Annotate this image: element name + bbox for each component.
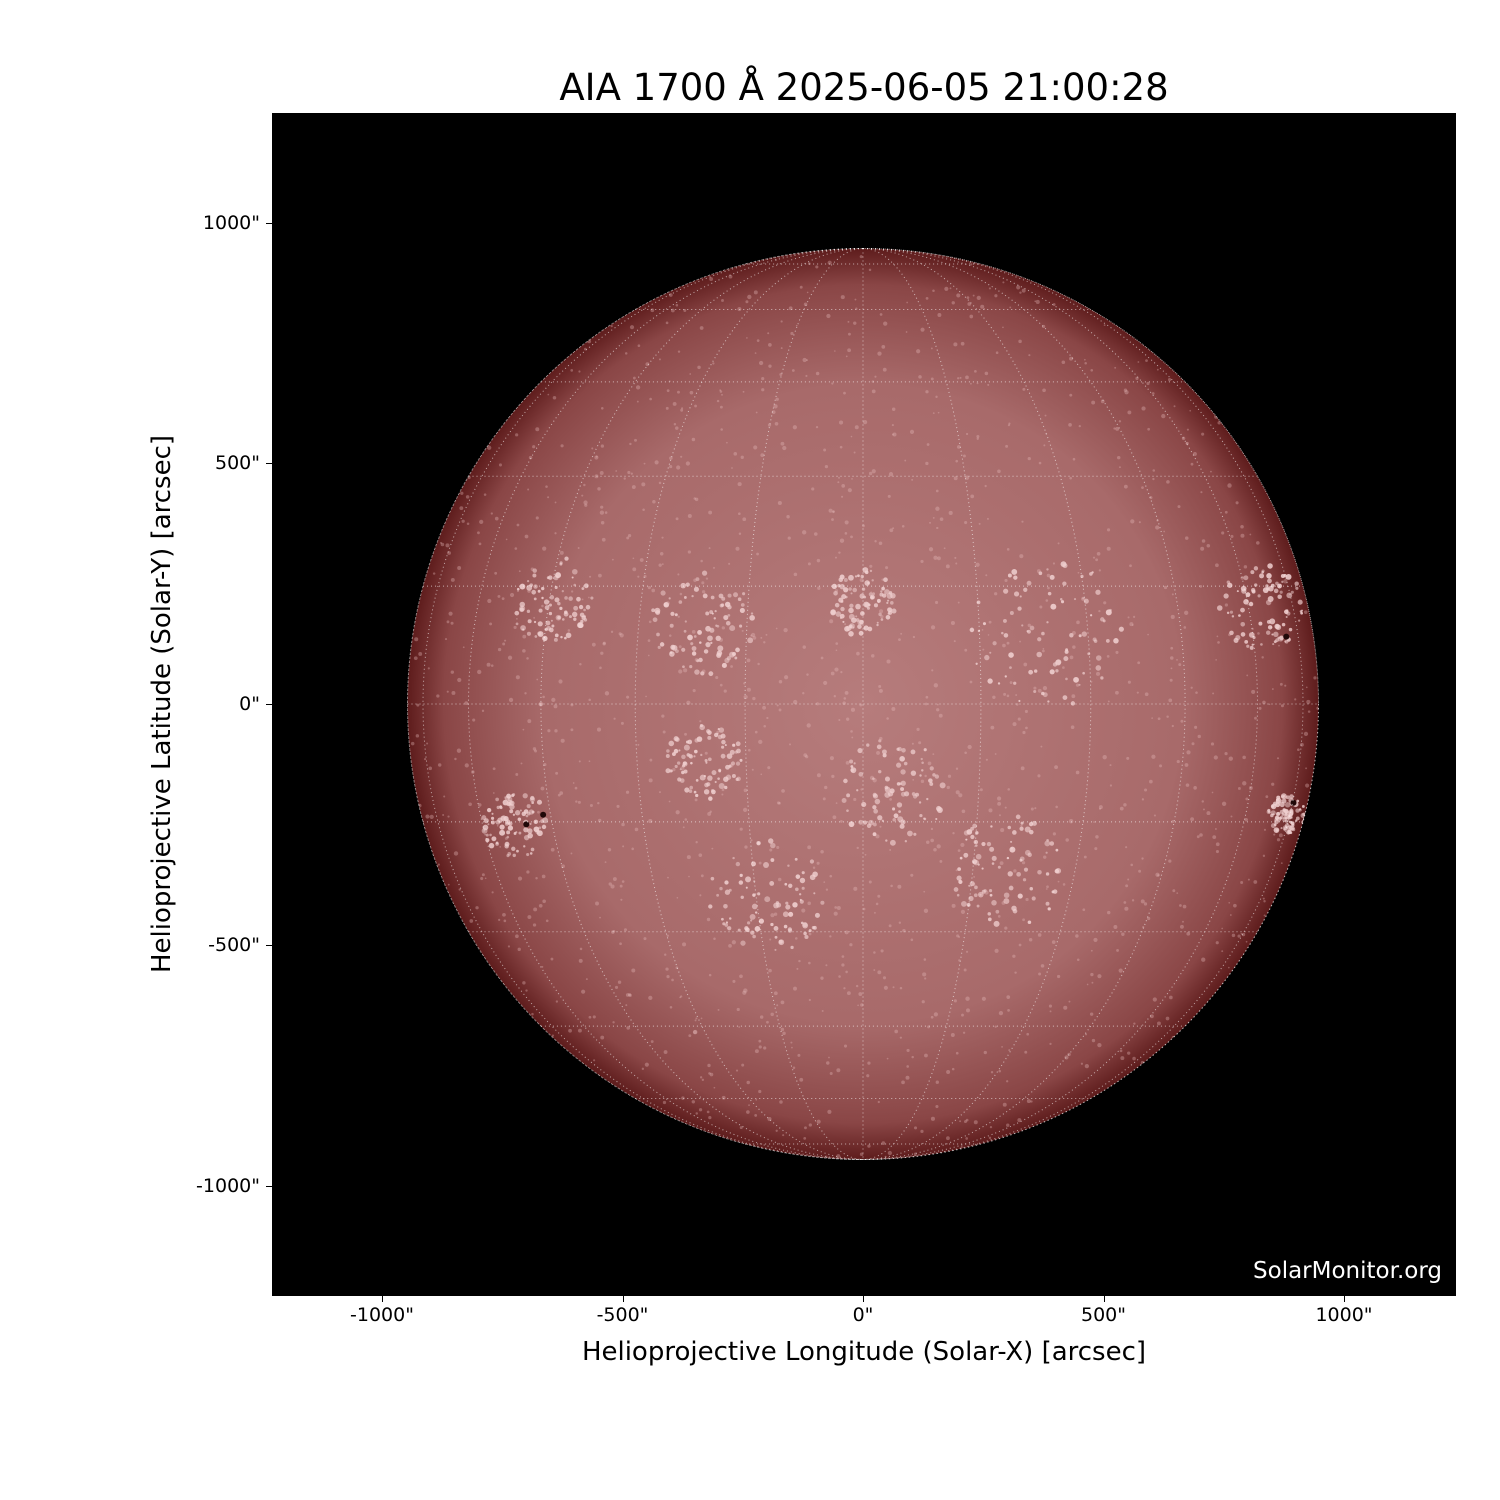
sunspot: [523, 821, 530, 828]
watermark: SolarMonitor.org: [1253, 1258, 1442, 1284]
y-tick-label: 0": [239, 693, 260, 715]
longitude-grid-line: [862, 247, 1258, 1161]
x-tick-label: -1000": [350, 1304, 414, 1326]
y-tick-mark: [266, 944, 272, 946]
x-tick-label: 0": [852, 1304, 874, 1326]
solar-disk-image: [406, 247, 1320, 1161]
x-tick-mark: [382, 1296, 383, 1302]
solar-image-axes: SolarMonitor.org: [272, 113, 1456, 1296]
x-tick-mark: [1344, 1296, 1345, 1302]
x-tick-mark: [1103, 1296, 1105, 1302]
y-tick-label: 500": [214, 452, 260, 475]
x-tick-mark: [622, 1296, 624, 1302]
longitude-grid-line: [407, 247, 864, 1161]
longitude-grid-line: [468, 247, 864, 1161]
y-tick-mark: [266, 222, 272, 224]
plot-title: AIA 1700 Å 2025-06-05 21:00:28: [559, 66, 1169, 109]
y-tick-mark: [266, 1185, 272, 1187]
x-tick-label: -500": [596, 1304, 649, 1326]
x-tick-label: 500": [1080, 1304, 1127, 1326]
sunspot: [1290, 799, 1297, 806]
plage-regions: [410, 255, 1319, 1159]
y-tick-label: 1000": [202, 211, 260, 234]
y-tick-label: -1000": [196, 1174, 260, 1197]
x-tick-mark: [863, 1296, 864, 1302]
y-tick-label: -500": [208, 933, 260, 956]
x-tick-label: 1000": [1315, 1304, 1373, 1326]
sunspot: [1283, 633, 1290, 640]
y-tick-mark: [266, 463, 272, 465]
x-axis-label: Helioprojective Longitude (Solar-X) [arc…: [581, 1337, 1147, 1367]
solar-limb: [406, 247, 1320, 1161]
solar-disk: [407, 248, 1319, 1160]
sunspot: [540, 811, 547, 818]
y-tick-mark: [266, 704, 272, 705]
y-axis-label: Helioprojective Latitude (Solar-Y) [arcs…: [147, 434, 177, 974]
